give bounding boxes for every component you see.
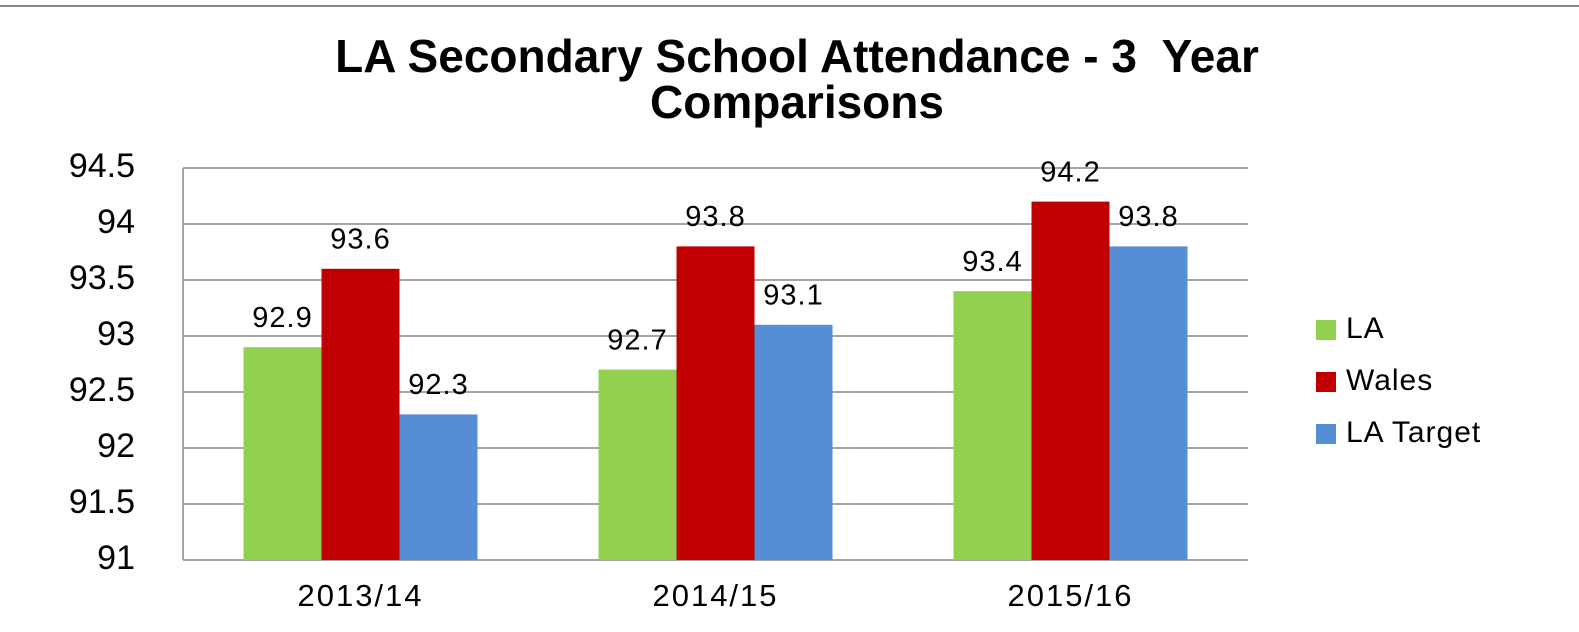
legend-label: LA [1346, 312, 1385, 345]
y-tick-label: 91 [97, 539, 135, 577]
y-tick-label: 93.5 [69, 259, 135, 297]
value-label: 93.6 [330, 223, 390, 255]
y-tick-label: 93 [97, 315, 135, 353]
x-tick-label: 2015/16 [1007, 578, 1133, 613]
legend-swatch [1316, 372, 1336, 392]
value-label: 93.8 [1118, 201, 1178, 233]
y-tick-label: 94 [97, 203, 135, 241]
y-tick-label: 92 [97, 427, 135, 465]
y-tick-label: 94.5 [69, 147, 135, 185]
legend-label: Wales [1346, 364, 1433, 397]
bar [1031, 201, 1110, 560]
legend-swatch [1316, 424, 1336, 444]
legend-label: LA Target [1346, 416, 1481, 449]
value-label: 92.9 [252, 302, 312, 334]
value-label: 93.8 [685, 201, 745, 233]
x-tick-label: 2014/15 [652, 578, 778, 613]
legend-swatch [1316, 320, 1336, 340]
bar [676, 246, 755, 560]
value-label: 92.7 [607, 324, 667, 356]
bar [953, 291, 1032, 560]
bar [598, 369, 677, 560]
value-label: 92.3 [408, 369, 468, 401]
chart-title: LA Secondary School Attendance - 3 Year [335, 30, 1259, 82]
bar [243, 347, 322, 560]
bar [399, 414, 478, 560]
value-label: 94.2 [1040, 156, 1100, 188]
value-label: 93.4 [962, 246, 1022, 278]
chart-title: Comparisons [650, 76, 944, 128]
bar [321, 268, 400, 560]
value-label: 93.1 [763, 279, 823, 311]
x-tick-label: 2013/14 [297, 578, 423, 613]
bar [754, 324, 833, 560]
y-tick-label: 92.5 [69, 371, 135, 409]
bar [1109, 246, 1188, 560]
y-tick-label: 91.5 [69, 483, 135, 521]
